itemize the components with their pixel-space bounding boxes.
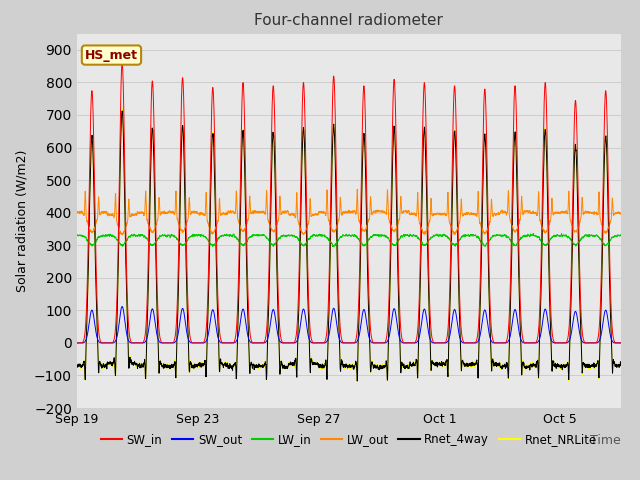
Text: HS_met: HS_met [85,48,138,61]
Legend: SW_in, SW_out, LW_in, LW_out, Rnet_4way, Rnet_NRLite: SW_in, SW_out, LW_in, LW_out, Rnet_4way,… [96,428,602,451]
Text: Time: Time [590,434,621,447]
Title: Four-channel radiometer: Four-channel radiometer [254,13,444,28]
Y-axis label: Solar radiation (W/m2): Solar radiation (W/m2) [15,150,28,292]
